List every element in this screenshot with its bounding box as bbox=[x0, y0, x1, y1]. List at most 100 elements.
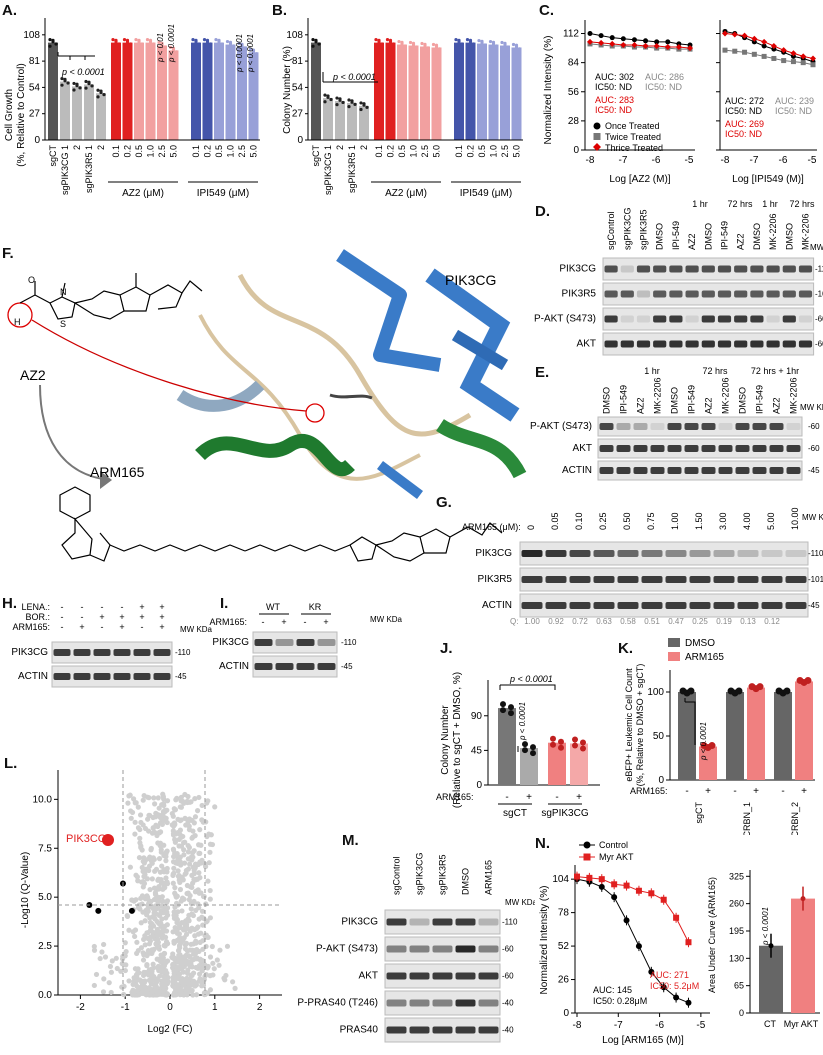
data-point bbox=[503, 41, 507, 45]
data-point bbox=[341, 100, 345, 105]
band bbox=[782, 340, 796, 348]
band bbox=[650, 445, 665, 452]
gene-point bbox=[152, 916, 158, 922]
dose-label: 10.00 bbox=[790, 507, 800, 530]
band bbox=[669, 340, 683, 348]
q-value: 0.63 bbox=[596, 617, 612, 626]
panel-h: H. LENA.: - - - - + + BOR.: - - + + + + ARM165: - + - + - + M… bbox=[0, 595, 213, 710]
x-tick-label: sgPIK3CG 1 bbox=[323, 145, 333, 195]
bar bbox=[202, 42, 213, 140]
gene-point bbox=[163, 969, 169, 975]
q-value: 0.47 bbox=[668, 617, 684, 626]
gene-point bbox=[207, 849, 213, 855]
sign: + bbox=[139, 612, 144, 622]
x-tick-label: -1 bbox=[121, 1002, 130, 1013]
band bbox=[53, 673, 71, 680]
time-1hr-a: 1 hr bbox=[692, 199, 708, 209]
gene-point bbox=[134, 973, 140, 979]
gene-point bbox=[160, 812, 166, 818]
data-point bbox=[454, 44, 458, 48]
row-label: ACTIN bbox=[562, 465, 592, 476]
band bbox=[701, 467, 716, 474]
q-value: 0.51 bbox=[644, 617, 660, 626]
dose-label: 0.10 bbox=[574, 512, 584, 530]
panel-g-blot: ARM165 (μM): 0 0.05 0.10 0.25 0.50 0.75 1.00 1.… bbox=[462, 507, 823, 626]
band bbox=[669, 315, 683, 323]
gene-point bbox=[142, 825, 149, 832]
sign: - bbox=[262, 617, 265, 627]
auc-right-6: IC50: ND bbox=[725, 129, 763, 139]
band bbox=[636, 290, 651, 298]
gene-point bbox=[138, 843, 144, 849]
data-point bbox=[572, 742, 578, 749]
sign: - bbox=[61, 622, 64, 632]
data-point bbox=[408, 40, 413, 45]
band bbox=[717, 340, 732, 348]
y-tick-label: 0 bbox=[573, 145, 579, 156]
mw-label: -45 bbox=[175, 672, 187, 681]
gene-point bbox=[161, 984, 167, 990]
gene-point bbox=[143, 969, 149, 976]
gene-point bbox=[134, 874, 140, 880]
row-label: AKT bbox=[577, 339, 596, 350]
q-value: 0.25 bbox=[692, 617, 708, 626]
gene-point bbox=[148, 845, 154, 852]
mw-label: -45 bbox=[341, 662, 353, 671]
gene-point bbox=[151, 795, 157, 801]
blot-strip bbox=[519, 567, 809, 592]
x-tick-label: 0.5 bbox=[214, 145, 224, 158]
y-axis-label-2: (Relative to sgCT + DMSO, %) bbox=[452, 672, 463, 808]
gene-point bbox=[169, 954, 175, 960]
x-tick-label: 0.2 bbox=[466, 145, 476, 158]
gene-point bbox=[193, 992, 200, 998]
gene-point bbox=[187, 988, 193, 994]
band bbox=[521, 550, 543, 557]
lane-label: IPI-549 bbox=[720, 221, 730, 250]
panel-c: C. Normalized Intensity (%) 0 28 56 84 112 A… bbox=[535, 0, 823, 195]
gene-point bbox=[142, 918, 148, 924]
band bbox=[766, 290, 780, 298]
gene-point bbox=[139, 893, 146, 899]
data-point bbox=[248, 54, 253, 58]
x-tick-label: -7 bbox=[750, 155, 759, 166]
gene-point bbox=[175, 868, 181, 874]
gene-point bbox=[173, 831, 179, 837]
gene-point bbox=[191, 876, 197, 883]
mw-head: MW KDa bbox=[370, 615, 403, 624]
data-point bbox=[550, 741, 556, 748]
x-tick-label: sgPIK3R5 1 bbox=[347, 145, 357, 193]
band bbox=[153, 649, 171, 656]
gene-point bbox=[132, 819, 138, 825]
data-point bbox=[374, 44, 378, 48]
band bbox=[620, 340, 634, 348]
gene-point bbox=[101, 976, 107, 982]
lane-label: IPI-549 bbox=[687, 385, 697, 414]
pval-ipi-2: p < 0.0001 bbox=[246, 34, 255, 73]
gene-point bbox=[189, 854, 195, 860]
gene-point bbox=[93, 971, 100, 978]
gene-point bbox=[182, 839, 188, 845]
gene-point bbox=[155, 795, 161, 801]
sign: - bbox=[81, 602, 84, 612]
panel-e-label: E. bbox=[535, 364, 550, 381]
gene-point bbox=[152, 987, 158, 994]
series-line bbox=[576, 876, 689, 943]
blot-strip bbox=[51, 665, 173, 688]
bar bbox=[225, 44, 236, 141]
bar bbox=[323, 98, 333, 140]
lane-label: DMSO bbox=[670, 387, 680, 414]
data-point bbox=[558, 738, 564, 745]
hit-label: PIK3CG bbox=[66, 833, 106, 845]
pvalue: p < 0.0001 bbox=[332, 72, 376, 82]
gene-point bbox=[136, 854, 143, 861]
data-point bbox=[488, 46, 493, 50]
gene-point bbox=[187, 893, 193, 899]
dose-label: 3.00 bbox=[718, 512, 728, 530]
bar bbox=[168, 50, 179, 140]
gene-point bbox=[196, 890, 202, 896]
gene-point bbox=[178, 794, 184, 800]
group-label: sgCRBN_2 bbox=[790, 802, 800, 835]
auc-left-2: IC50: ND bbox=[595, 82, 633, 92]
gene-point bbox=[210, 960, 216, 966]
lane-label: sgPIK3R5 bbox=[438, 854, 448, 895]
